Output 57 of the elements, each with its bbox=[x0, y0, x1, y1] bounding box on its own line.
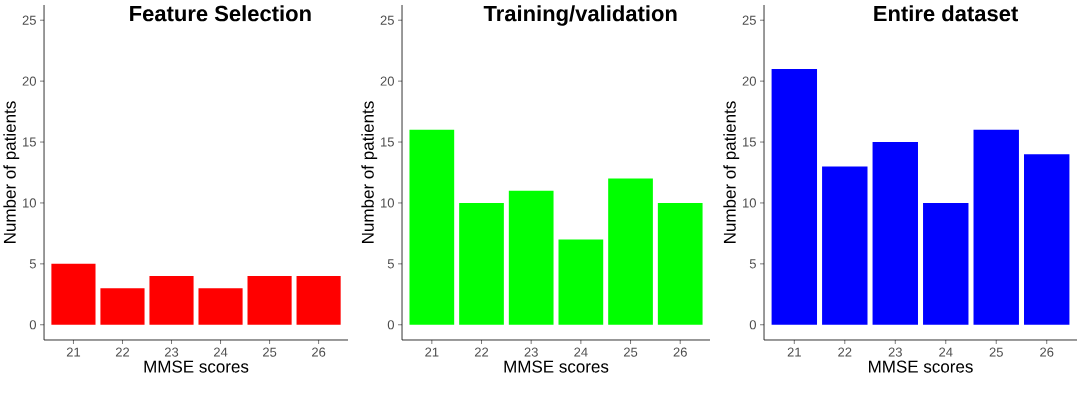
bar bbox=[923, 202, 969, 325]
y-tick-label: 0 bbox=[749, 320, 756, 330]
x-tick-label: 25 bbox=[989, 347, 1003, 357]
y-tick-label: 25 bbox=[22, 15, 36, 25]
bar bbox=[657, 202, 703, 325]
y-tick-label: 0 bbox=[29, 320, 36, 330]
bar bbox=[558, 239, 604, 325]
y-tick-label: 20 bbox=[22, 76, 36, 86]
y-tick-label: 15 bbox=[23, 137, 36, 147]
x-tick-label: 24 bbox=[939, 347, 953, 357]
chart-title: Entire dataset bbox=[874, 5, 1018, 22]
x-axis-title: MMSE scores bbox=[144, 360, 249, 373]
x-tick-label: 23 bbox=[888, 347, 902, 357]
x-tick-label: 24 bbox=[574, 347, 588, 357]
x-tick-label: 22 bbox=[115, 347, 130, 357]
chart-title: Feature Selection bbox=[130, 5, 311, 22]
bar bbox=[608, 178, 653, 325]
bar bbox=[459, 202, 504, 325]
bar bbox=[872, 142, 918, 325]
y-tick-label: 5 bbox=[29, 259, 36, 269]
x-axis-title: MMSE scores bbox=[504, 360, 609, 373]
x-tick-label: 26 bbox=[673, 347, 687, 357]
y-tick-label: 15 bbox=[381, 137, 394, 147]
chart-title: Training/validation bbox=[483, 5, 677, 26]
y-tick-label: 25 bbox=[742, 15, 756, 25]
y-tick-label: 15 bbox=[743, 137, 756, 147]
y-tick-label: 20 bbox=[742, 76, 756, 86]
x-axis-title: MMSE scores bbox=[869, 360, 973, 373]
y-axis-title: Number of patients bbox=[361, 101, 378, 243]
bar bbox=[973, 129, 1019, 325]
x-tick-label: 26 bbox=[1040, 347, 1054, 357]
x-tick-label: 23 bbox=[524, 347, 538, 357]
y-axis-title: Number of patients bbox=[3, 101, 20, 243]
x-tick-label: 21 bbox=[66, 347, 81, 357]
bar bbox=[1024, 154, 1070, 325]
x-tick-label: 22 bbox=[838, 347, 852, 357]
y-tick-label: 25 bbox=[380, 15, 394, 25]
x-tick-label: 25 bbox=[623, 347, 638, 357]
bar bbox=[508, 190, 554, 325]
y-tick-label: 20 bbox=[380, 76, 394, 86]
x-tick-label: 25 bbox=[263, 347, 277, 357]
x-tick-label: 26 bbox=[312, 347, 326, 357]
bar bbox=[409, 129, 455, 325]
y-tick-label: 10 bbox=[743, 198, 756, 208]
y-tick-label: 10 bbox=[381, 198, 394, 208]
y-tick-label: 5 bbox=[387, 259, 394, 269]
bar bbox=[822, 166, 868, 325]
x-tick-label: 23 bbox=[164, 347, 179, 357]
x-tick-label: 24 bbox=[213, 347, 228, 357]
y-tick-label: 5 bbox=[749, 259, 756, 269]
x-tick-label: 21 bbox=[787, 347, 801, 357]
y-tick-label: 0 bbox=[387, 320, 394, 330]
x-tick-label: 21 bbox=[425, 347, 439, 357]
y-tick-label: 10 bbox=[23, 198, 36, 208]
y-axis-title: Number of patients bbox=[723, 101, 740, 243]
bar bbox=[771, 68, 818, 325]
x-tick-label: 22 bbox=[474, 347, 489, 357]
